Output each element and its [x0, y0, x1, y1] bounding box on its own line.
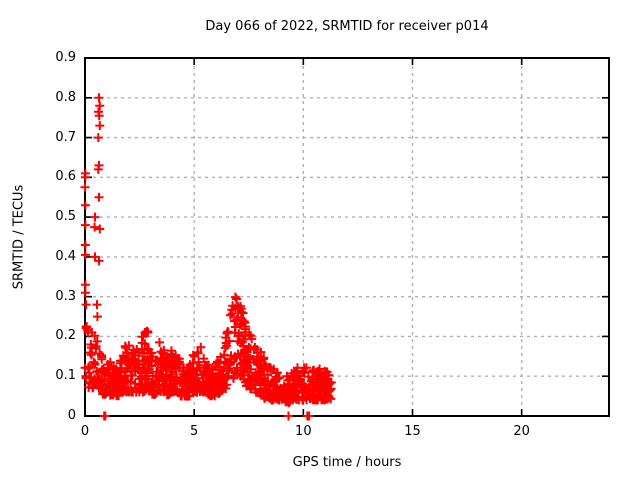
y-tick-label: 0.7	[55, 129, 76, 145]
x-tick-label: 0	[80, 424, 90, 439]
grid-lines	[86, 59, 608, 415]
y-tick-label: 0.2	[55, 328, 76, 344]
y-tick-label: 0.6	[55, 169, 76, 185]
chart-title: Day 066 of 2022, SRMTID for receiver p01…	[205, 19, 489, 34]
x-tick-label: 10	[295, 424, 312, 439]
y-axis-label: SRMTID / TECUs	[11, 184, 27, 290]
x-tick-label: 15	[404, 424, 421, 439]
scatter-points	[80, 93, 336, 421]
y-tick-label: 0.4	[55, 248, 76, 264]
y-tick-label: 0.8	[55, 89, 76, 105]
y-tick-label: 0	[67, 408, 76, 423]
x-tick-label: 20	[513, 424, 530, 439]
x-axis-label: GPS time / hours	[292, 455, 402, 470]
y-tick-label: 0.3	[55, 288, 76, 304]
y-tick-label: 0.9	[55, 50, 76, 65]
plot-border	[84, 57, 610, 417]
x-tick-label: 5	[190, 424, 199, 439]
y-tick-label: 0.5	[55, 209, 76, 225]
y-tick-label: 0.1	[55, 368, 76, 384]
